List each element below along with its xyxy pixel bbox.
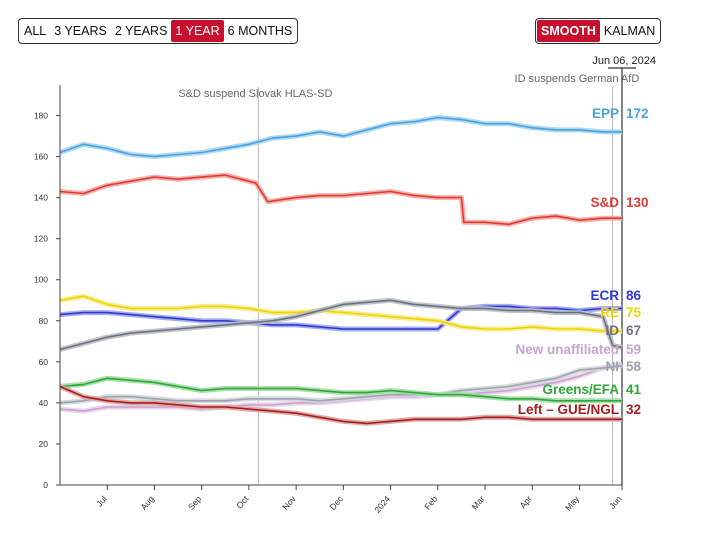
series-line-epp <box>59 116 622 158</box>
series-value-ni: 58 <box>626 359 642 374</box>
range-all-button[interactable]: ALL <box>24 24 47 38</box>
series-value-re: 75 <box>626 305 642 320</box>
range-selector: ALL 3 YEARS 2 YEARS 1 YEAR 6 MONTHS <box>18 18 299 44</box>
y-tick-label: 180 <box>34 111 48 121</box>
series-value-left-gue-ngl: 32 <box>626 402 641 417</box>
y-tick-label: 20 <box>39 439 49 449</box>
y-tick-label: 160 <box>34 152 48 162</box>
series-label-s-d: S&D <box>590 195 619 210</box>
series-label-re: RE <box>600 305 619 320</box>
x-tick-label: Sep <box>186 494 204 512</box>
axes: 0 20 40 60 80 100 120 140 160 180 Jul Aug Sep Oct Nov D… <box>34 85 624 515</box>
x-tick-label: May <box>563 493 581 512</box>
range-1-year-button[interactable]: 1 YEAR <box>171 20 224 42</box>
series-label-id: ID <box>606 323 620 338</box>
y-tick-label: 100 <box>34 275 48 285</box>
y-tick-label: 80 <box>39 316 49 326</box>
current-date-label: Jun 06, 2024 <box>592 55 656 67</box>
y-tick-label: 0 <box>43 480 48 490</box>
x-tick-label: Apr <box>518 494 534 511</box>
series-label-left-gue-ngl: Left – GUE/NGL <box>518 402 619 417</box>
smooth-button[interactable]: SMOOTH <box>537 20 600 42</box>
x-tick-label: 2024 <box>372 494 392 515</box>
series-value-greens-efa: 41 <box>626 382 642 397</box>
series-lines <box>59 115 623 426</box>
event-label: S&D suspend Slovak HLAS-SD <box>178 88 332 100</box>
series-label-epp: EPP <box>592 106 619 121</box>
series-line-re <box>59 295 622 332</box>
series-label-ni: NI <box>606 359 620 374</box>
series-line-ni <box>59 365 623 404</box>
x-tick-label: Feb <box>422 494 439 512</box>
x-tick-label: Mar <box>470 494 487 512</box>
event-label: ID suspends German AfD <box>515 73 640 85</box>
event-markers: S&D suspend Slovak HLAS-SD ID suspends Ge… <box>178 55 656 485</box>
range-6-months-button[interactable]: 6 MONTHS <box>227 24 293 38</box>
series-line-id <box>59 299 623 351</box>
y-tick-label: 60 <box>39 357 49 367</box>
end-labels: EPP 172 S&D 130 ECR 86 RE 75 ID 67 New unaffiliate… <box>515 106 648 417</box>
x-tick-label: Nov <box>280 493 298 512</box>
x-tick-label: Jul <box>94 494 109 509</box>
x-tick-label: Aug <box>139 494 157 512</box>
x-tick-label: Dec <box>328 493 346 512</box>
method-selector: SMOOTH KALMAN <box>535 18 662 44</box>
series-label-ecr: ECR <box>590 288 619 303</box>
kalman-button[interactable]: KALMAN <box>603 24 656 38</box>
range-3-years-button[interactable]: 3 YEARS <box>54 24 107 38</box>
series-line-s-d <box>59 174 622 226</box>
y-tick-label: 40 <box>39 398 49 408</box>
series-line-left-gue-ngl <box>59 385 622 425</box>
series-value-id: 67 <box>626 323 641 338</box>
range-2-years-button[interactable]: 2 YEARS <box>114 24 168 38</box>
series-value-new-unaffiliated: 59 <box>626 342 641 357</box>
y-tick-label: 120 <box>34 234 48 244</box>
y-tick-label: 140 <box>34 193 48 203</box>
series-label-greens-efa: Greens/EFA <box>542 382 619 397</box>
x-tick-label: Oct <box>234 493 251 510</box>
series-value-ecr: 86 <box>626 288 642 303</box>
series-line-greens-efa <box>59 377 622 402</box>
series-value-epp: 172 <box>626 106 649 121</box>
x-tick-label: Jun <box>607 494 624 511</box>
series-value-s-d: 130 <box>626 195 649 210</box>
series-band-epp <box>59 115 622 160</box>
series-label-new-unaffiliated: New unaffiliated <box>515 342 619 357</box>
